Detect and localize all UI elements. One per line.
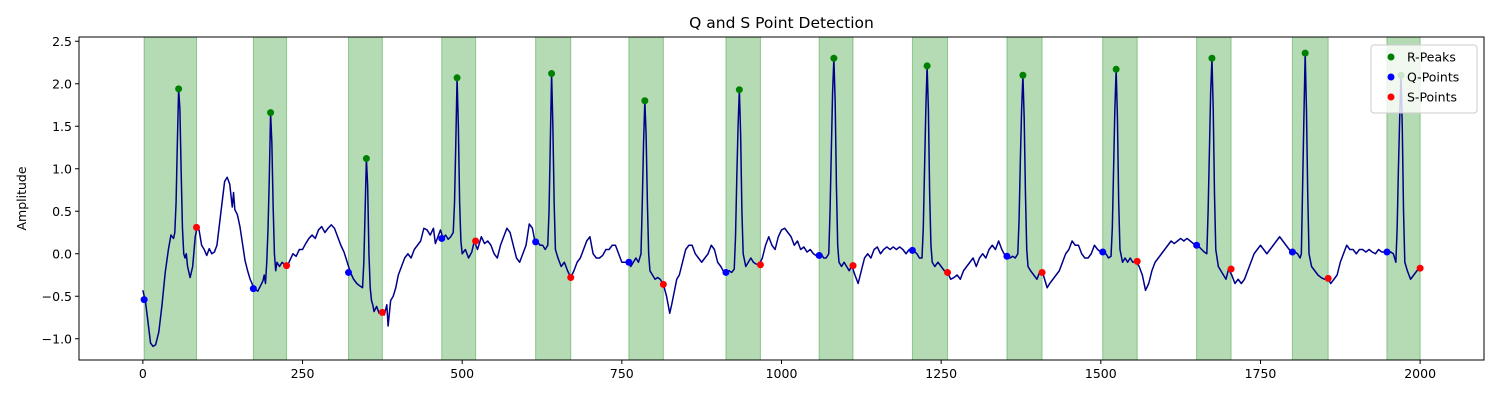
qrs-region: [535, 36, 572, 361]
x-tick-label: 2000: [1404, 366, 1436, 381]
qrs-region: [143, 36, 198, 361]
y-tick-label: 2.0: [52, 76, 72, 91]
r-peak-point: [1019, 71, 1027, 79]
qrs-regions: [143, 36, 1421, 361]
q-point: [438, 234, 446, 242]
s-point: [1038, 268, 1046, 276]
x-tick-label: 1750: [1245, 366, 1277, 381]
qrs-region: [1291, 36, 1329, 361]
qrs-region: [628, 36, 664, 361]
chart-title: Q and S Point Detection: [689, 14, 874, 32]
qrs-region: [252, 36, 288, 361]
qrs-region: [1006, 36, 1043, 361]
s-point: [567, 274, 575, 282]
x-tick-label: 250: [291, 366, 315, 381]
r-peak-point: [548, 70, 556, 78]
qrs-region: [1102, 36, 1138, 361]
legend-r-peaks-marker: [1387, 53, 1395, 61]
r-peak-point: [453, 74, 461, 82]
s-point: [1227, 265, 1235, 273]
legend-q-points-label: Q-Points: [1407, 70, 1459, 85]
r-peak-point: [362, 155, 370, 163]
r-peak-point: [735, 86, 743, 94]
r-peak-point: [1112, 65, 1120, 73]
q-point: [722, 268, 730, 276]
q-point: [532, 238, 540, 246]
axes: 0 250 500 750 1000 1250 1500 1750 2000 −1.0 −0.5 0.…: [42, 34, 1436, 381]
q-point: [1383, 248, 1391, 256]
q-point: [249, 285, 257, 293]
x-tick-label: 1500: [1085, 366, 1117, 381]
r-peak-point: [830, 54, 838, 62]
x-tick-label: 1000: [766, 366, 798, 381]
y-tick-label: 1.0: [52, 161, 72, 176]
r-peak-point: [923, 62, 931, 70]
s-point: [1416, 264, 1424, 272]
r-peak-point: [175, 85, 183, 93]
s-point: [944, 268, 952, 276]
s-point: [659, 280, 667, 288]
r-peak-point: [1301, 49, 1309, 57]
r-peak-point: [267, 109, 275, 117]
legend: R-Peaks Q-Points S-Points: [1370, 44, 1478, 114]
q-point: [140, 296, 148, 304]
s-point: [378, 308, 386, 316]
detected-points: [140, 49, 1424, 316]
y-tick-label: −0.5: [42, 289, 72, 304]
x-tick-label: 750: [610, 366, 634, 381]
r-peak-point: [641, 97, 649, 105]
q-point: [1193, 241, 1201, 249]
s-point: [1324, 274, 1332, 282]
y-tick-label: 0.0: [52, 246, 72, 261]
y-axis-label: Amplitude: [14, 166, 29, 230]
q-point: [1003, 252, 1011, 260]
legend-s-points-marker: [1387, 93, 1395, 101]
q-point: [1288, 248, 1296, 256]
legend-r-peaks-label: R-Peaks: [1407, 50, 1456, 65]
r-peak-point: [1208, 54, 1216, 62]
legend-q-points-marker: [1387, 73, 1395, 81]
s-point: [193, 223, 201, 231]
legend-box: [1370, 44, 1478, 114]
x-tick-label: 1250: [925, 366, 957, 381]
s-point: [283, 262, 291, 270]
y-tick-label: 1.5: [52, 119, 72, 134]
legend-s-points-label: S-Points: [1407, 90, 1457, 105]
y-tick-label: 0.5: [52, 204, 72, 219]
q-point: [1099, 248, 1107, 256]
q-point: [815, 251, 823, 259]
qrs-region: [725, 36, 761, 361]
s-point: [1133, 257, 1141, 265]
q-point: [908, 246, 916, 254]
x-tick-label: 0: [139, 366, 147, 381]
s-point: [849, 262, 857, 270]
y-tick-label: 2.5: [52, 34, 72, 49]
q-point: [345, 268, 353, 276]
qrs-region: [441, 36, 477, 361]
s-point: [756, 261, 764, 269]
s-point: [472, 237, 480, 245]
q-point: [625, 258, 633, 266]
x-tick-label: 500: [450, 366, 474, 381]
y-tick-label: −1.0: [42, 331, 72, 346]
